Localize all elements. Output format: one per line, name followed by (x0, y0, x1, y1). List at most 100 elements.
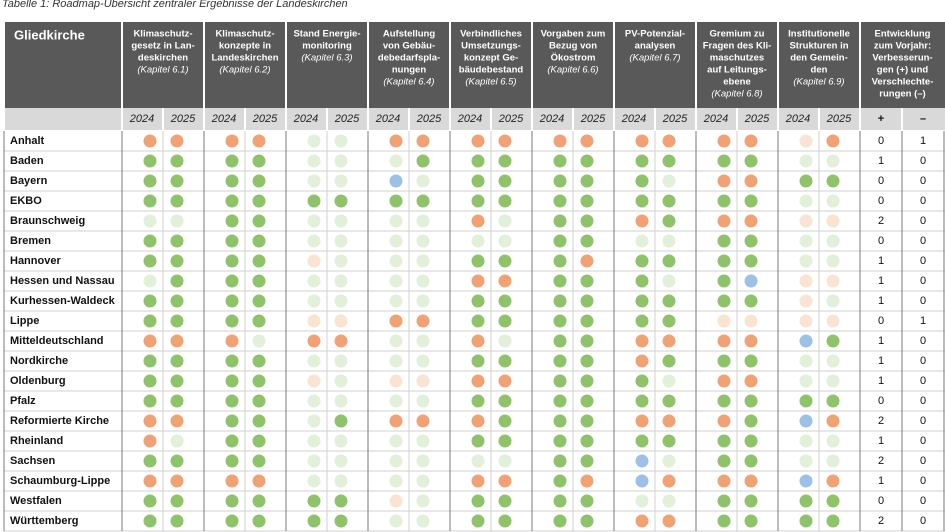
year-label: 2024 (539, 113, 564, 125)
status-dot (252, 474, 266, 488)
status-dot (225, 474, 239, 488)
status-dot (416, 374, 430, 388)
status-dot (498, 474, 512, 488)
status-dot (553, 314, 567, 328)
status-dot (143, 314, 157, 328)
status-dot (307, 374, 321, 388)
status-dot (744, 134, 758, 148)
column-header: Fragen des Kli- (703, 41, 772, 52)
year-label: 2025 (252, 113, 278, 125)
status-dot (826, 314, 840, 328)
status-dot (143, 274, 157, 288)
column-header: konzept Ge- (464, 53, 518, 64)
status-dot (252, 194, 266, 208)
column-chapter: (Kapitel 6.8) (711, 89, 762, 100)
status-dot (717, 454, 731, 468)
status-dot (252, 374, 266, 388)
status-dot (225, 354, 239, 368)
status-dot (635, 254, 649, 268)
status-dot (553, 334, 567, 348)
status-dot (580, 274, 594, 288)
status-dot (580, 454, 594, 468)
plus-count: 0 (878, 395, 884, 407)
status-dot (662, 414, 676, 428)
status-dot (744, 194, 758, 208)
status-dot (143, 394, 157, 408)
status-dot (389, 314, 403, 328)
status-dot (498, 174, 512, 188)
status-dot (553, 194, 567, 208)
column-header: analysen (635, 41, 676, 52)
status-dot (498, 294, 512, 308)
status-dot (580, 374, 594, 388)
column-chapter: (Kapitel 6.5) (465, 77, 516, 88)
plus-count: 0 (878, 175, 884, 187)
status-dot (471, 154, 485, 168)
status-dot (717, 154, 731, 168)
status-dot (717, 214, 731, 228)
status-dot (580, 214, 594, 228)
row-name: Bayern (10, 175, 48, 187)
status-dot (826, 394, 840, 408)
status-dot (225, 194, 239, 208)
status-dot (635, 494, 649, 508)
status-dot (252, 414, 266, 428)
status-dot (416, 414, 430, 428)
status-dot (799, 414, 813, 428)
status-dot (471, 334, 485, 348)
status-dot (799, 354, 813, 368)
row-name: Hessen und Nassau (10, 275, 115, 287)
status-dot (170, 334, 184, 348)
column-header: deskirchen (138, 53, 188, 64)
status-dot (662, 434, 676, 448)
column-header: Klimaschutz- (133, 29, 192, 40)
status-dot (334, 374, 348, 388)
status-dot (143, 374, 157, 388)
status-dot (799, 454, 813, 468)
year-label: 2025 (334, 113, 360, 125)
column-header: auf Leitungs- (707, 65, 767, 76)
status-dot (334, 254, 348, 268)
status-dot (334, 174, 348, 188)
status-dot (389, 374, 403, 388)
status-dot (225, 494, 239, 508)
plus-count: 2 (878, 415, 884, 427)
status-dot (635, 454, 649, 468)
status-dot (744, 354, 758, 368)
status-dot (635, 134, 649, 148)
status-dot (744, 454, 758, 468)
row-name: Anhalt (10, 135, 45, 147)
column-header: gesetz in Lan- (131, 41, 194, 52)
status-dot (471, 194, 485, 208)
status-dot (170, 474, 184, 488)
row-name: Bremen (10, 235, 51, 247)
change-header: Verbesserun- (872, 53, 932, 64)
column-header: den Gemein- (790, 53, 848, 64)
status-dot (799, 134, 813, 148)
status-dot (252, 314, 266, 328)
column-header: Strukturen in (789, 41, 848, 52)
status-dot (143, 154, 157, 168)
status-dot (416, 274, 430, 288)
status-dot (662, 334, 676, 348)
status-dot (717, 254, 731, 268)
status-dot (498, 434, 512, 448)
status-dot (826, 154, 840, 168)
status-dot (498, 274, 512, 288)
status-dot (471, 134, 485, 148)
column-header: Ökostrom (551, 53, 596, 64)
status-dot (307, 494, 321, 508)
column-chapter: (Kapitel 6.6) (547, 65, 598, 76)
status-dot (471, 474, 485, 488)
status-dot (389, 454, 403, 468)
status-dot (635, 374, 649, 388)
status-dot (717, 354, 731, 368)
status-dot (717, 294, 731, 308)
status-dot (307, 274, 321, 288)
status-dot (635, 414, 649, 428)
column-chapter: (Kapitel 6.9) (793, 77, 844, 88)
status-dot (471, 174, 485, 188)
row-name: Nordkirche (10, 355, 68, 367)
status-dot (416, 154, 430, 168)
year-label: 2024 (457, 113, 482, 125)
